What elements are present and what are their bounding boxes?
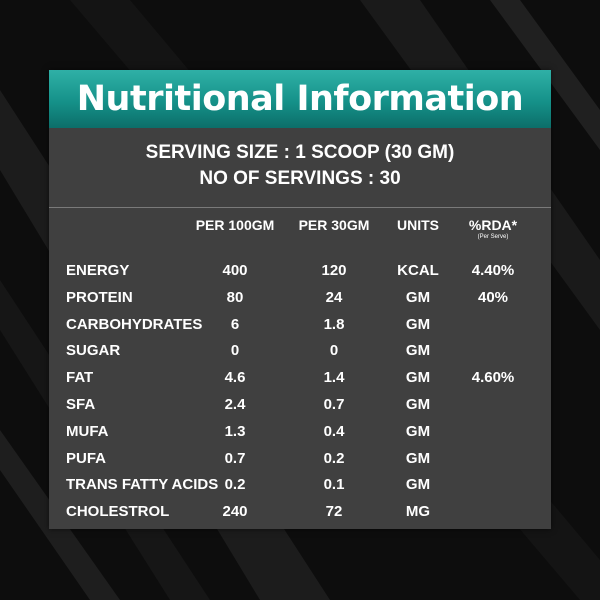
table-row: FAT 4.6 1.4 GM 4.60% [49,365,551,391]
cell-per100: 240 [222,503,248,521]
table-row: TRANS FATTY ACIDS 0.2 0.1 GM [49,472,551,498]
header-divider [49,207,551,208]
cell-per30: 0.2 [323,449,345,467]
cell-per100: 0.2 [224,476,246,494]
table-row: SFA 2.4 0.7 GM [49,392,551,418]
cell-per100: 80 [226,288,244,306]
cell-per30: 0.1 [323,476,345,494]
cell-unit: GM [405,288,431,306]
cell-per100: 0 [230,342,240,360]
table-row: CARBOHYDRATES 6 1.8 GM [49,312,551,338]
cell-per30: 120 [321,262,347,279]
column-header-rda-note: (Per Serve) [477,234,509,240]
cell-unit: GM [405,396,431,413]
cell-unit: GM [405,342,431,360]
cell-rda: 4.60% [471,369,515,387]
column-header-rda: %RDA* [468,217,518,233]
table-row: CHOLESTROL 240 72 MG [49,499,551,525]
table-row: PUFA 0.7 0.2 GM [49,446,551,472]
cell-nutrient-name: ENERGY [66,262,130,279]
cell-rda: 4.40% [471,262,515,279]
cell-nutrient-name: CHOLESTROL [66,503,170,521]
column-header-units: UNITS [397,217,439,233]
cell-nutrient-name: SFA [66,396,96,413]
table-row: ENERGY 400 120 KCAL 4.40% [49,258,551,284]
cell-per30: 0.7 [323,396,345,413]
cell-nutrient-name: PROTEIN [66,288,133,306]
cell-rda: 40% [477,288,509,306]
cell-nutrient-name: FAT [66,369,94,387]
cell-per30: 24 [325,288,343,306]
cell-per30: 72 [325,503,343,521]
table-row: MUFA 1.3 0.4 GM [49,419,551,445]
cell-per100: 6 [230,315,240,333]
cell-nutrient-name: MUFA [66,422,109,440]
cell-per30: 0 [329,342,339,360]
serving-size-text: SERVING SIZE : 1 SCOOP (30 GM) [145,142,455,163]
cell-per100: 1.3 [224,422,246,440]
cell-per100: 0.7 [224,449,246,467]
cell-per100: 2.4 [224,396,246,413]
cell-unit: GM [405,422,431,440]
cell-nutrient-name: PUFA [66,449,107,467]
cell-per30: 1.4 [323,369,345,387]
cell-unit: GM [405,476,431,494]
servings-count-text: NO OF SERVINGS : 30 [199,168,401,189]
cell-nutrient-name: CARBOHYDRATES [66,315,203,333]
cell-per100: 4.6 [224,369,246,387]
cell-per100: 400 [222,262,248,279]
cell-per30: 0.4 [323,422,345,440]
column-header-per100: PER 100GM [195,217,275,233]
serving-info: SERVING SIZE : 1 SCOOP (30 GM) NO OF SER… [49,140,551,192]
cell-nutrient-name: TRANS FATTY ACIDS [66,476,219,494]
cell-unit: KCAL [397,262,439,279]
nutrition-panel: Nutritional Information SERVING SIZE : 1… [49,70,551,529]
cell-unit: MG [405,503,431,521]
table-row: SUGAR 0 0 GM [49,338,551,364]
cell-unit: GM [405,449,431,467]
cell-unit: GM [405,369,431,387]
cell-per30: 1.8 [323,315,345,333]
cell-unit: GM [405,315,431,333]
page-title: Nutritional Information [76,79,524,119]
panel-header: Nutritional Information [49,70,551,128]
column-header-per30: PER 30GM [298,217,370,233]
table-row: PROTEIN 80 24 GM 40% [49,285,551,311]
cell-nutrient-name: SUGAR [66,342,121,360]
